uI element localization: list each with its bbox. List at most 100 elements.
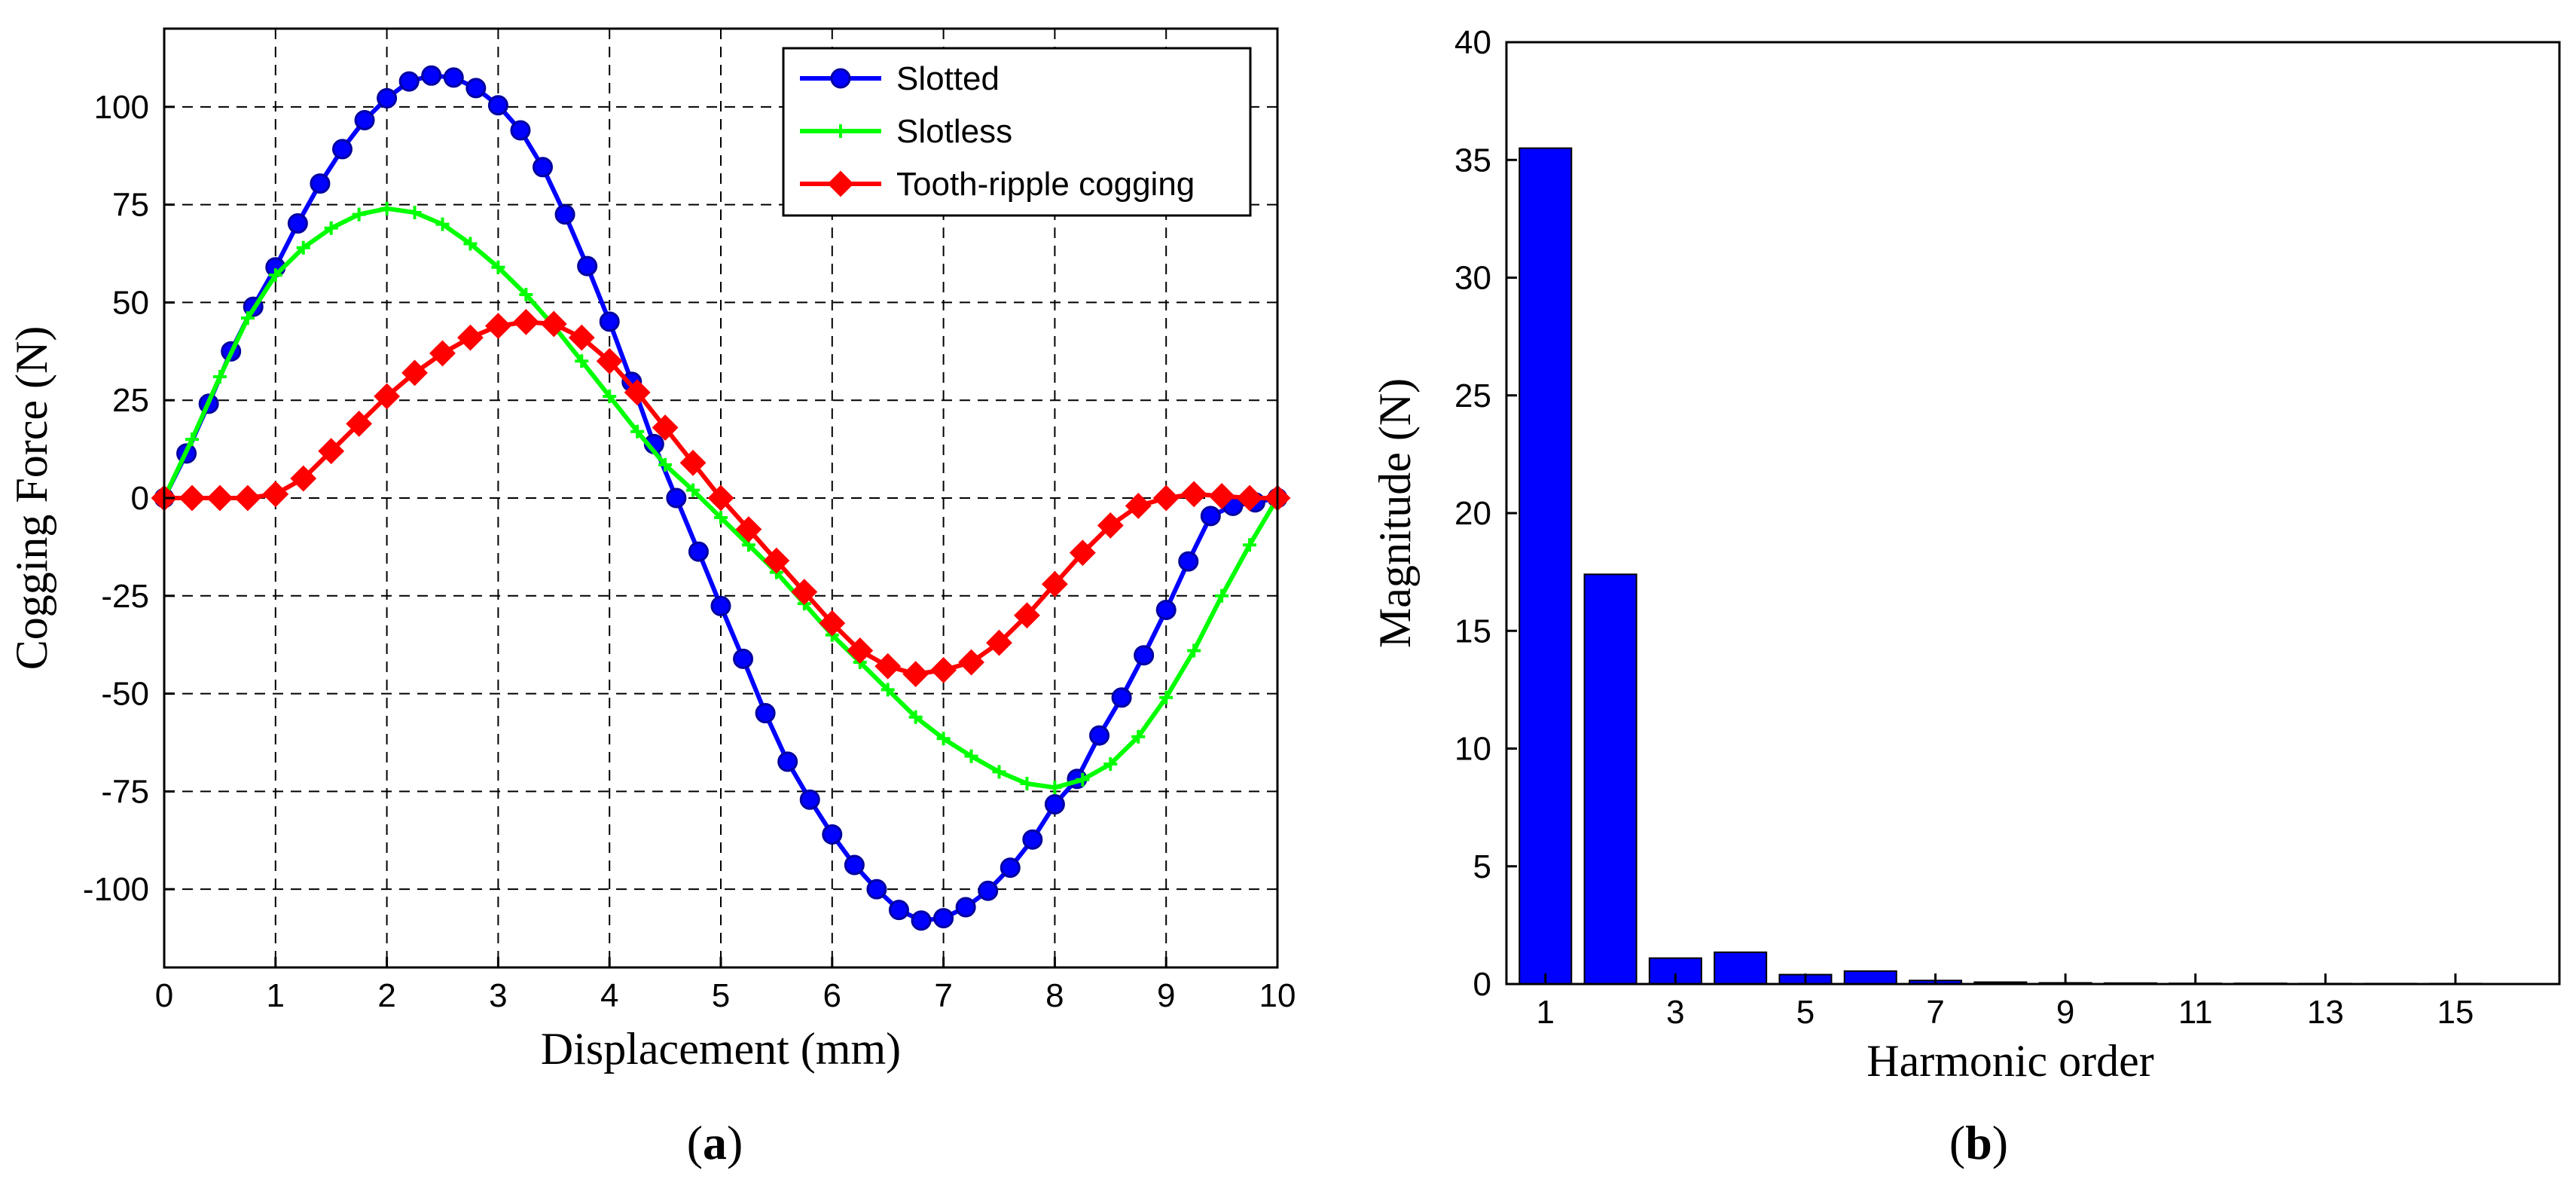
data-point-2-31 [1014,602,1040,629]
panel-a-x-tick-label-5: 5 [712,977,730,1014]
panel-b-x-tick-label-7: 15 [2437,994,2474,1031]
data-point-2-15 [568,324,595,351]
panel-b-y-tick-label-3: 15 [1454,613,1491,649]
data-point-2-16 [596,347,623,374]
panel-a-x-tick-label-3: 3 [489,977,507,1014]
data-point-0-28 [777,751,798,772]
data-point-1-16 [603,390,617,404]
data-point-1-19 [686,483,700,497]
data-point-2-21 [735,516,762,542]
panel-a-x-tick-label-10: 10 [1259,977,1296,1014]
data-point-0-37 [978,880,999,901]
bar-harmonic-4 [1714,951,1768,985]
panel-b-y-axis-label: Magnitude (N) [1370,378,1420,648]
data-point-2-13 [512,308,539,335]
data-point-1-28 [936,732,951,746]
data-point-1-8 [380,201,394,215]
panel-a-line-chart: 0 1 2 3 4 5 6 7 8 9 10 -100 -75 -50 -25 0 25 50 75 100 Dis… [7,27,1296,1169]
data-point-1-12 [491,260,505,274]
data-point-2-20 [707,484,734,512]
panel-a-series [151,65,1291,931]
panel-a-y-tick-label-7: 75 [112,187,149,224]
data-point-2-2 [206,484,233,512]
panel-a-legend: Slotted Slotless Tooth-ripple cogging [782,47,1252,217]
panel-a-x-tick-label-6: 6 [823,977,841,1014]
panel-b-x-tick-label-4: 9 [2056,994,2074,1031]
data-point-0-38 [1000,857,1021,879]
data-point-2-32 [1041,570,1068,598]
panel-b-x-tick-label-3: 7 [1926,994,1944,1031]
data-point-1-7 [352,207,366,222]
panel-a-tag: (a) [687,1116,743,1169]
data-point-0-19 [577,255,598,277]
panel-b-tag: (b) [1949,1116,2008,1169]
bar-harmonic-2 [1583,573,1637,985]
panel-a-x-tick-label-2: 2 [377,977,395,1014]
data-point-2-1 [179,484,206,512]
data-point-0-31 [844,854,865,876]
panel-b-x-axis-label: Harmonic order [1866,1036,2154,1086]
panel-b-x-ticks: 1 3 5 7 9 11 13 15 [1537,973,2474,1031]
panel-a-y-ticks: -100 -75 -50 -25 0 25 50 75 100 [83,89,175,908]
data-point-2-8 [374,383,401,410]
data-point-1-35 [1131,729,1146,744]
panel-a-y-axis-label: Cogging Force (N) [7,326,56,671]
data-point-1-34 [1103,757,1118,772]
data-point-1-5 [296,240,310,255]
data-point-2-4 [262,481,289,508]
panel-a-y-tick-label-6: 50 [112,284,149,321]
data-point-2-27 [902,661,929,688]
panel-b-y-tick-label-5: 25 [1454,377,1491,414]
data-point-2-17 [624,379,651,406]
panel-b-y-ticks: 0 5 10 15 20 25 30 35 40 [1454,24,1517,1003]
data-point-0-23 [666,487,687,509]
data-point-2-29 [958,649,984,676]
data-point-2-24 [819,610,846,637]
panel-b-x-tick-label-1: 3 [1666,994,1684,1031]
data-point-2-28 [930,657,957,683]
data-point-0-34 [911,910,932,931]
panel-a-y-tick-label-5: 25 [112,382,149,419]
legend-label-1: Slotless [896,113,1012,150]
panel-a-x-ticks: 0 1 2 3 4 5 6 7 8 9 10 [155,957,1296,1014]
panel-b-x-tick-label-0: 1 [1537,994,1555,1031]
data-point-1-20 [714,510,728,524]
data-point-2-7 [346,410,373,437]
panel-b-axes-box [1505,41,2561,986]
panel-b-y-tick-label-0: 0 [1473,966,1491,1003]
data-point-0-26 [733,648,754,669]
panel-a-x-tick-label-1: 1 [267,977,285,1014]
data-point-2-6 [318,438,345,465]
data-point-2-33 [1069,539,1096,567]
data-point-0-13 [443,67,464,88]
data-point-2-18 [652,414,679,441]
panel-b-y-tick-label-8: 40 [1454,24,1491,61]
data-point-2-11 [457,324,484,351]
series-tooth-ripple-cogging [151,308,1291,688]
panel-b-x-tick-label-2: 5 [1796,994,1814,1031]
panel-b-y-tick-label-6: 30 [1454,260,1491,297]
data-point-0-8 [331,139,353,160]
data-point-0-24 [688,541,709,562]
data-point-1-3 [240,311,255,325]
data-point-1-17 [630,424,645,439]
data-point-2-38 [1208,482,1235,509]
data-point-2-26 [874,653,902,680]
data-point-1-31 [1020,776,1034,790]
data-point-2-30 [986,629,1012,656]
data-point-0-33 [888,900,909,921]
data-point-1-15 [575,354,589,368]
data-point-0-36 [955,897,976,918]
panel-b-x-tick-label-6: 13 [2307,994,2344,1031]
data-point-2-39 [1236,484,1263,512]
panel-a-x-tick-label-0: 0 [155,977,173,1014]
data-point-1-4 [268,268,282,283]
panel-b-bars [1518,147,2483,986]
data-point-1-39 [1243,538,1257,552]
data-point-2-3 [234,484,261,512]
data-point-2-5 [290,465,317,492]
data-point-1-18 [658,457,673,472]
panel-a-x-axis-label: Displacement (mm) [541,1024,901,1074]
data-point-0-46 [1178,551,1199,572]
data-point-2-25 [847,637,874,664]
